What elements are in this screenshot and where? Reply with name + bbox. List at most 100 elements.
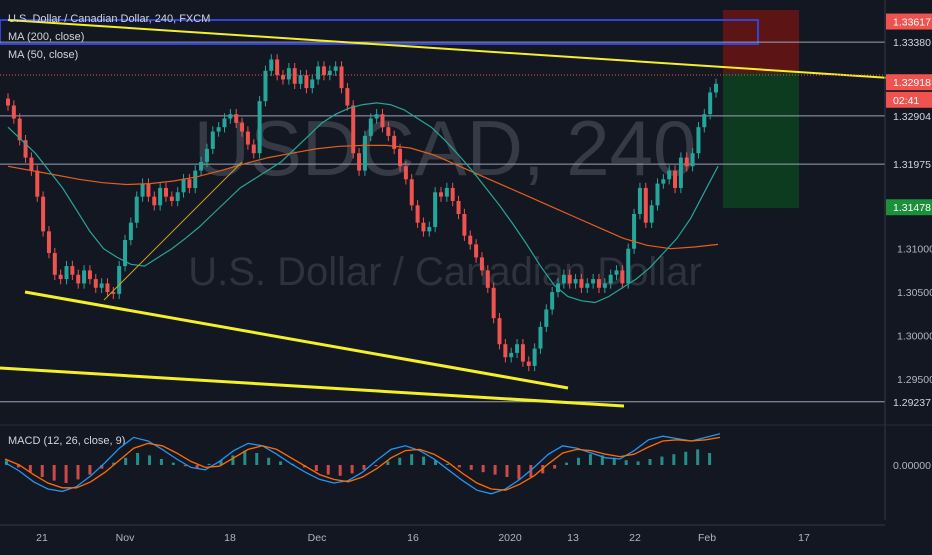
candle-46 — [275, 59, 280, 76]
candle-45 — [269, 59, 274, 71]
candle-66 — [392, 135, 397, 149]
candle-110 — [649, 205, 654, 223]
candle-55 — [327, 70, 332, 76]
macd-bar-54 — [648, 459, 652, 465]
macd-bar-6 — [76, 465, 80, 480]
candle-48 — [286, 68, 291, 80]
candle-121 — [714, 83, 718, 93]
macd-bar-4 — [52, 465, 56, 481]
candle-68 — [403, 166, 408, 180]
candle-27 — [163, 187, 168, 197]
candle-106 — [626, 248, 631, 284]
candle-21 — [128, 222, 133, 241]
time-tick-6: 13 — [567, 532, 579, 544]
candle-64 — [380, 114, 385, 128]
candle-7 — [46, 231, 51, 254]
macd-bar-49 — [588, 454, 592, 465]
candle-80 — [474, 244, 479, 258]
candle-81 — [479, 257, 484, 271]
macd-bar-52 — [624, 460, 628, 465]
candle-41 — [245, 131, 250, 145]
candle-13 — [82, 270, 87, 284]
candle-67 — [398, 148, 403, 167]
macd-bar-2 — [28, 465, 32, 473]
macd-bar-7 — [88, 465, 92, 475]
candle-3 — [23, 140, 28, 158]
candle-37 — [222, 118, 227, 128]
take-profit-zone[interactable] — [723, 73, 799, 208]
macd-bar-38 — [457, 465, 461, 468]
candle-8 — [52, 253, 57, 275]
candle-108 — [637, 187, 642, 214]
macd-pane — [4, 433, 721, 495]
candle-61 — [362, 135, 367, 171]
candle-58 — [345, 88, 350, 106]
candle-36 — [216, 127, 221, 132]
candle-60 — [357, 153, 362, 171]
candle-77 — [456, 200, 461, 214]
bottom-trendline[interactable] — [0, 366, 625, 408]
candle-114 — [673, 170, 678, 188]
price-tag-bg-2 — [886, 74, 932, 91]
macd-bar-33 — [398, 457, 402, 465]
upper-trendline[interactable] — [7, 19, 891, 79]
candle-69 — [409, 179, 414, 206]
candle-1 — [11, 105, 16, 119]
macd-bar-17 — [207, 463, 211, 465]
candle-116 — [684, 157, 689, 167]
candle-87 — [515, 344, 520, 353]
candle-26 — [158, 187, 163, 206]
candle-5 — [35, 170, 40, 197]
macd-bar-5 — [64, 465, 68, 483]
price-tag-bg-3 — [886, 91, 932, 108]
time-tick-0: 21 — [36, 532, 48, 544]
price-tag-2: 1.32918 — [893, 77, 931, 89]
candle-6 — [41, 196, 46, 232]
price-axis[interactable]: 1.31000 1.30500 1.30000 1.29500 — [897, 244, 932, 386]
candle-82 — [485, 270, 490, 288]
macd-bar-34 — [410, 454, 414, 465]
candle-49 — [292, 68, 297, 84]
candle-90 — [532, 348, 537, 366]
macd-bar-21 — [255, 453, 259, 465]
candle-53 — [316, 66, 321, 80]
macd-bar-39 — [469, 465, 473, 470]
candle-117 — [690, 153, 695, 167]
price-tag-3: 02:41 — [893, 95, 919, 107]
candle-10 — [64, 266, 69, 280]
macd-bar-37 — [445, 463, 449, 465]
macd-line — [4, 433, 721, 495]
candle-31 — [187, 179, 192, 188]
macd-bar-53 — [636, 461, 640, 465]
candle-25 — [152, 196, 157, 206]
macd-bar-23 — [279, 461, 283, 465]
candle-44 — [263, 70, 268, 102]
price-tick-0: 1.31000 — [897, 244, 932, 256]
price-tag-5: 1.31975 — [893, 159, 931, 171]
macd-bar-59 — [708, 453, 712, 465]
candle-97 — [573, 279, 578, 284]
candle-4 — [29, 157, 34, 171]
watermark-name: U.S. Dollar / Canadian Dollar — [188, 250, 702, 294]
price-tag-4: 1.32904 — [893, 111, 931, 123]
candle-95 — [561, 274, 566, 284]
candle-70 — [415, 205, 420, 223]
macd-label: MACD (12, 26, close, 9) — [8, 435, 125, 447]
candle-107 — [632, 214, 637, 249]
symbol-label: U.S. Dollar / Canadian Dollar, 240, FXCM — [8, 13, 210, 25]
macd-bar-42 — [505, 465, 509, 477]
candle-76 — [450, 187, 455, 201]
candle-34 — [204, 148, 209, 162]
candle-20 — [123, 240, 128, 267]
candle-88 — [520, 344, 525, 362]
price-tag-bg-0 — [886, 13, 932, 30]
lower-trendline[interactable] — [24, 290, 569, 390]
time-tick-7: 22 — [629, 532, 641, 544]
candle-73 — [433, 192, 438, 228]
time-axis[interactable]: 21 Nov 18 Dec 16 2020 13 22 Feb 17 — [36, 532, 810, 544]
rising-trendline[interactable] — [103, 161, 243, 301]
macd-bar-20 — [243, 450, 247, 465]
macd-bar-29 — [350, 465, 354, 474]
price-tick-2: 1.30000 — [897, 331, 932, 343]
